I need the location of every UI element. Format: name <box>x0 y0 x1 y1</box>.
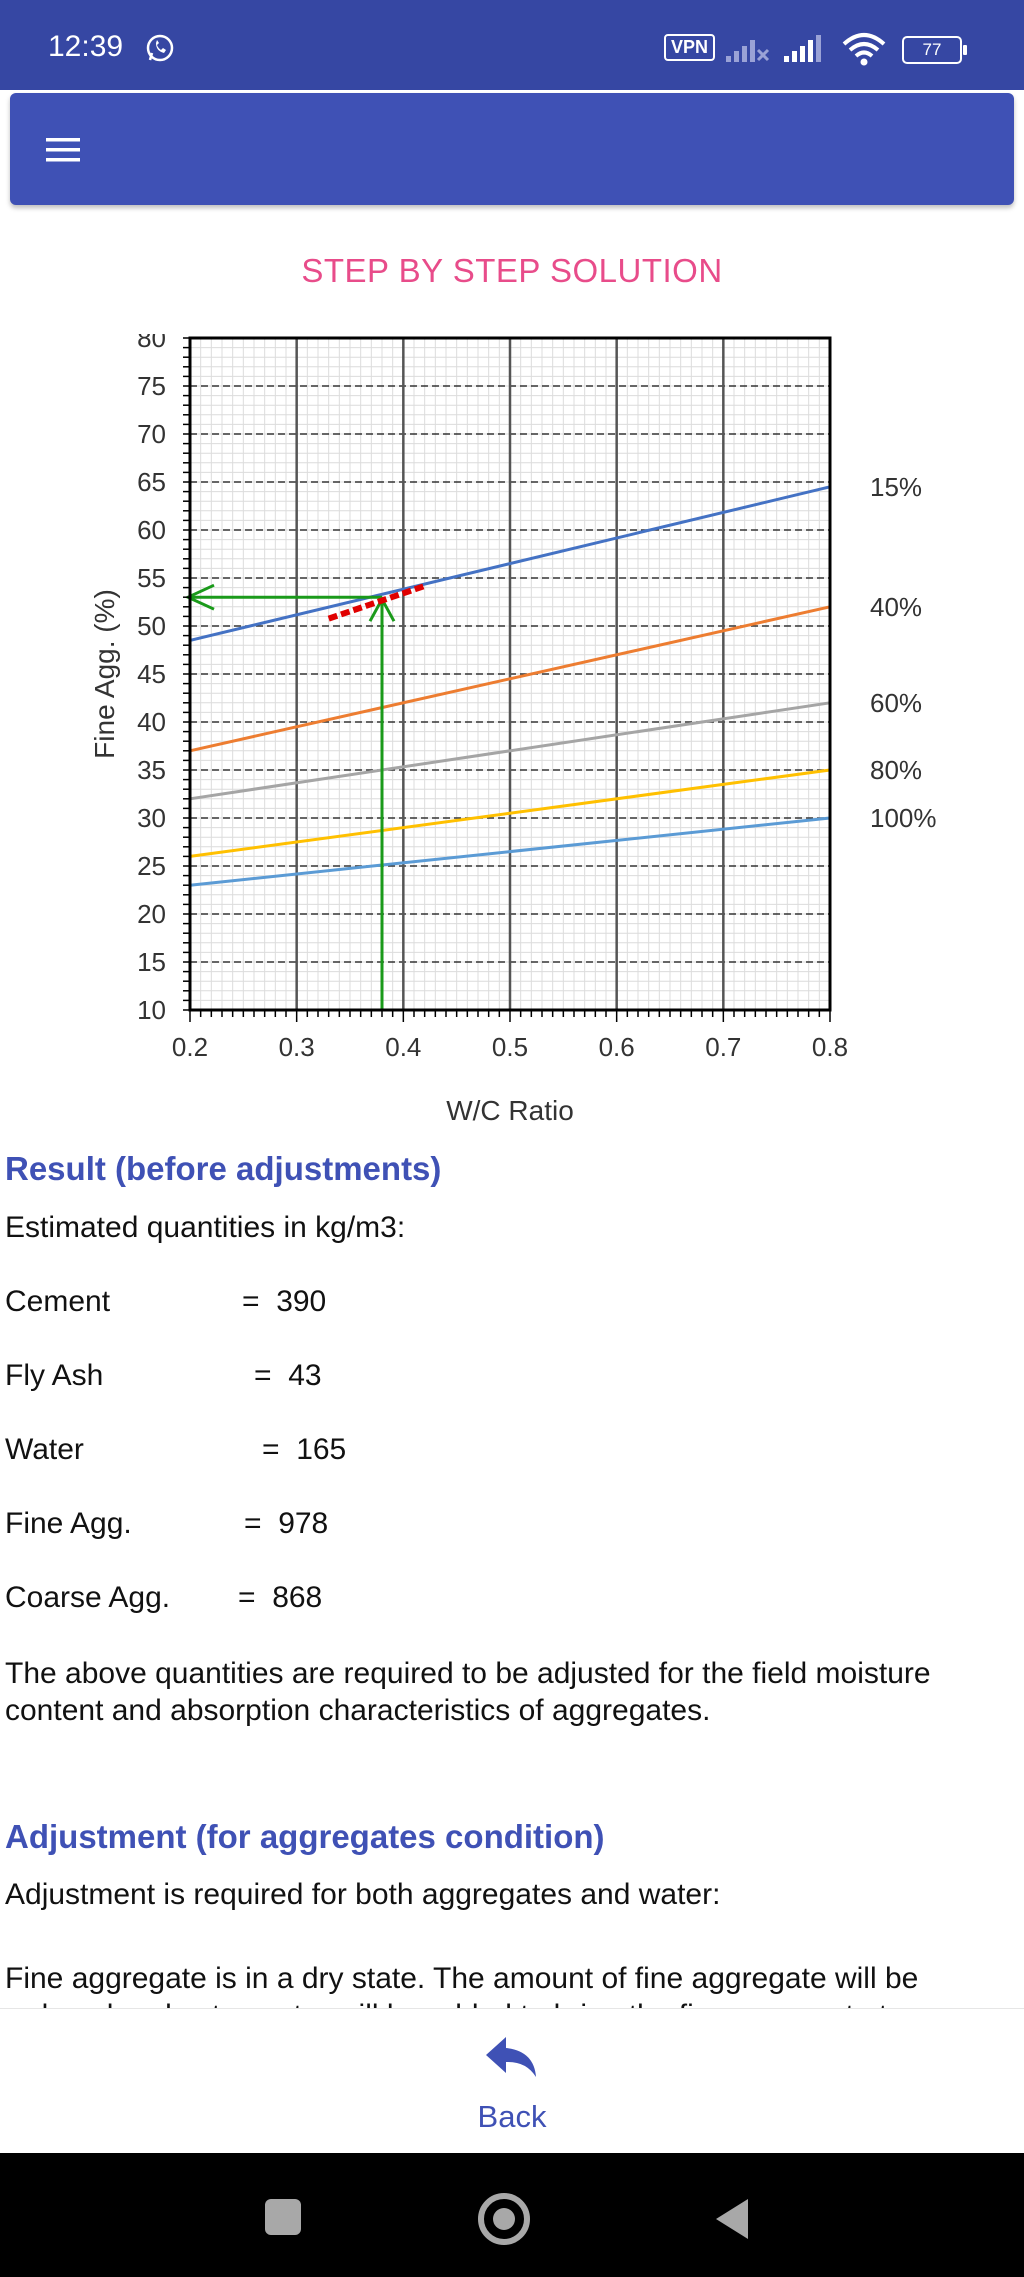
series-line-4 <box>189 816 831 887</box>
whatsapp-icon <box>146 34 174 62</box>
series-label-2: 60% <box>870 688 922 718</box>
x-tick-label-2: 0.4 <box>385 1032 421 1062</box>
y-tick-label-13: 15 <box>137 947 166 977</box>
quantity-value-fly-ash: = 43 <box>254 1359 322 1392</box>
fine-aggregate-chart: 15% 40% 60% 80% 100% 0.2 0.3 0.4 0.5 0.6 0.7 0.8 80… <box>89 323 937 1126</box>
result-heading: Result (before adjustments) <box>5 1150 442 1187</box>
quantity-value-fine-agg: = 978 <box>244 1507 329 1540</box>
y-tick-label-0: 80 <box>137 323 166 353</box>
y-tick-label-6: 50 <box>137 611 166 641</box>
status-bar: 12:39 VPN 77 <box>0 0 1024 90</box>
vpn-icon: VPN <box>664 34 716 61</box>
y-tick-label-7: 45 <box>137 659 166 689</box>
y-tick-label-1: 75 <box>137 371 166 401</box>
page-title: STEP BY STEP SOLUTION <box>301 252 723 289</box>
quantity-label-fine-agg: Fine Agg. <box>5 1507 132 1540</box>
y-tick-label-10: 30 <box>137 803 166 833</box>
x-tick-label-4: 0.6 <box>599 1032 635 1062</box>
adjustment-heading: Adjustment (for aggregates condition) <box>5 1818 605 1855</box>
x-tick-label-0: 0.2 <box>172 1032 208 1062</box>
back-button[interactable]: Back <box>0 2008 1024 2154</box>
x-tick-label-3: 0.5 <box>492 1032 528 1062</box>
annotation-red-marker <box>327 583 426 622</box>
back-label: Back <box>477 2099 547 2134</box>
y-tick-label-8: 40 <box>137 707 166 737</box>
series-line-0 <box>189 485 831 642</box>
quantity-value-cement: = 390 <box>242 1285 327 1318</box>
battery-icon: 77 <box>902 36 967 64</box>
wifi-icon <box>842 33 886 66</box>
quantity-value-water: = 165 <box>262 1433 347 1466</box>
status-time: 12:39 <box>48 30 124 63</box>
signal-icon <box>726 40 770 62</box>
series-label-0: 15% <box>870 472 922 502</box>
home-icon[interactable] <box>478 2193 530 2245</box>
system-nav-bar <box>0 2153 1024 2277</box>
hamburger-menu-icon[interactable] <box>46 137 80 163</box>
quantity-label-coarse-agg: Coarse Agg. <box>5 1581 171 1614</box>
quantity-value-coarse-agg: = 868 <box>238 1581 323 1614</box>
result-subtitle: Estimated quantities in kg/m3: <box>5 1211 406 1244</box>
series-label-3: 80% <box>870 755 922 785</box>
y-axis-label: Fine Agg. (%) <box>89 589 120 759</box>
adjustment-paragraph: Fine aggregate is in a dry state. The am… <box>5 1962 919 2008</box>
y-tick-label-3: 65 <box>137 467 166 497</box>
quantity-label-water: Water <box>5 1433 84 1466</box>
adjustment-paragraph-clip: Fine aggregate is in a dry state. The am… <box>0 1960 1024 2008</box>
x-axis-label: W/C Ratio <box>446 1095 574 1126</box>
plot-frame <box>188 336 832 1012</box>
y-tick-label-2: 70 <box>137 419 166 449</box>
x-tick-label-5: 0.7 <box>705 1032 741 1062</box>
quantity-label-fly-ash: Fly Ash <box>5 1359 104 1392</box>
y-tick-label-4: 60 <box>137 515 166 545</box>
series-label-4: 100% <box>870 803 937 833</box>
quantity-label-cement: Cement <box>5 1285 111 1318</box>
y-tick-label-14: 10 <box>137 995 166 1025</box>
adjustment-subtitle: Adjustment is required for both aggregat… <box>5 1878 721 1911</box>
x-tick-label-6: 0.8 <box>812 1032 848 1062</box>
recents-icon[interactable] <box>265 2199 301 2235</box>
back-nav-icon[interactable] <box>712 2197 752 2241</box>
x-tick-label-1: 0.3 <box>279 1032 315 1062</box>
signal-icon-2 <box>784 35 821 62</box>
y-tick-label-11: 25 <box>137 851 166 881</box>
y-tick-label-9: 35 <box>137 755 166 785</box>
series-line-3 <box>189 768 831 858</box>
reply-arrow-icon <box>486 2037 536 2077</box>
result-note: The above quantities are required to be … <box>5 1657 931 1727</box>
series-line-1 <box>189 605 831 753</box>
series-label-1: 40% <box>870 592 922 622</box>
app-bar <box>10 93 1014 205</box>
y-tick-label-5: 55 <box>137 563 166 593</box>
series-line-2 <box>189 701 831 801</box>
y-tick-label-12: 20 <box>137 899 166 929</box>
